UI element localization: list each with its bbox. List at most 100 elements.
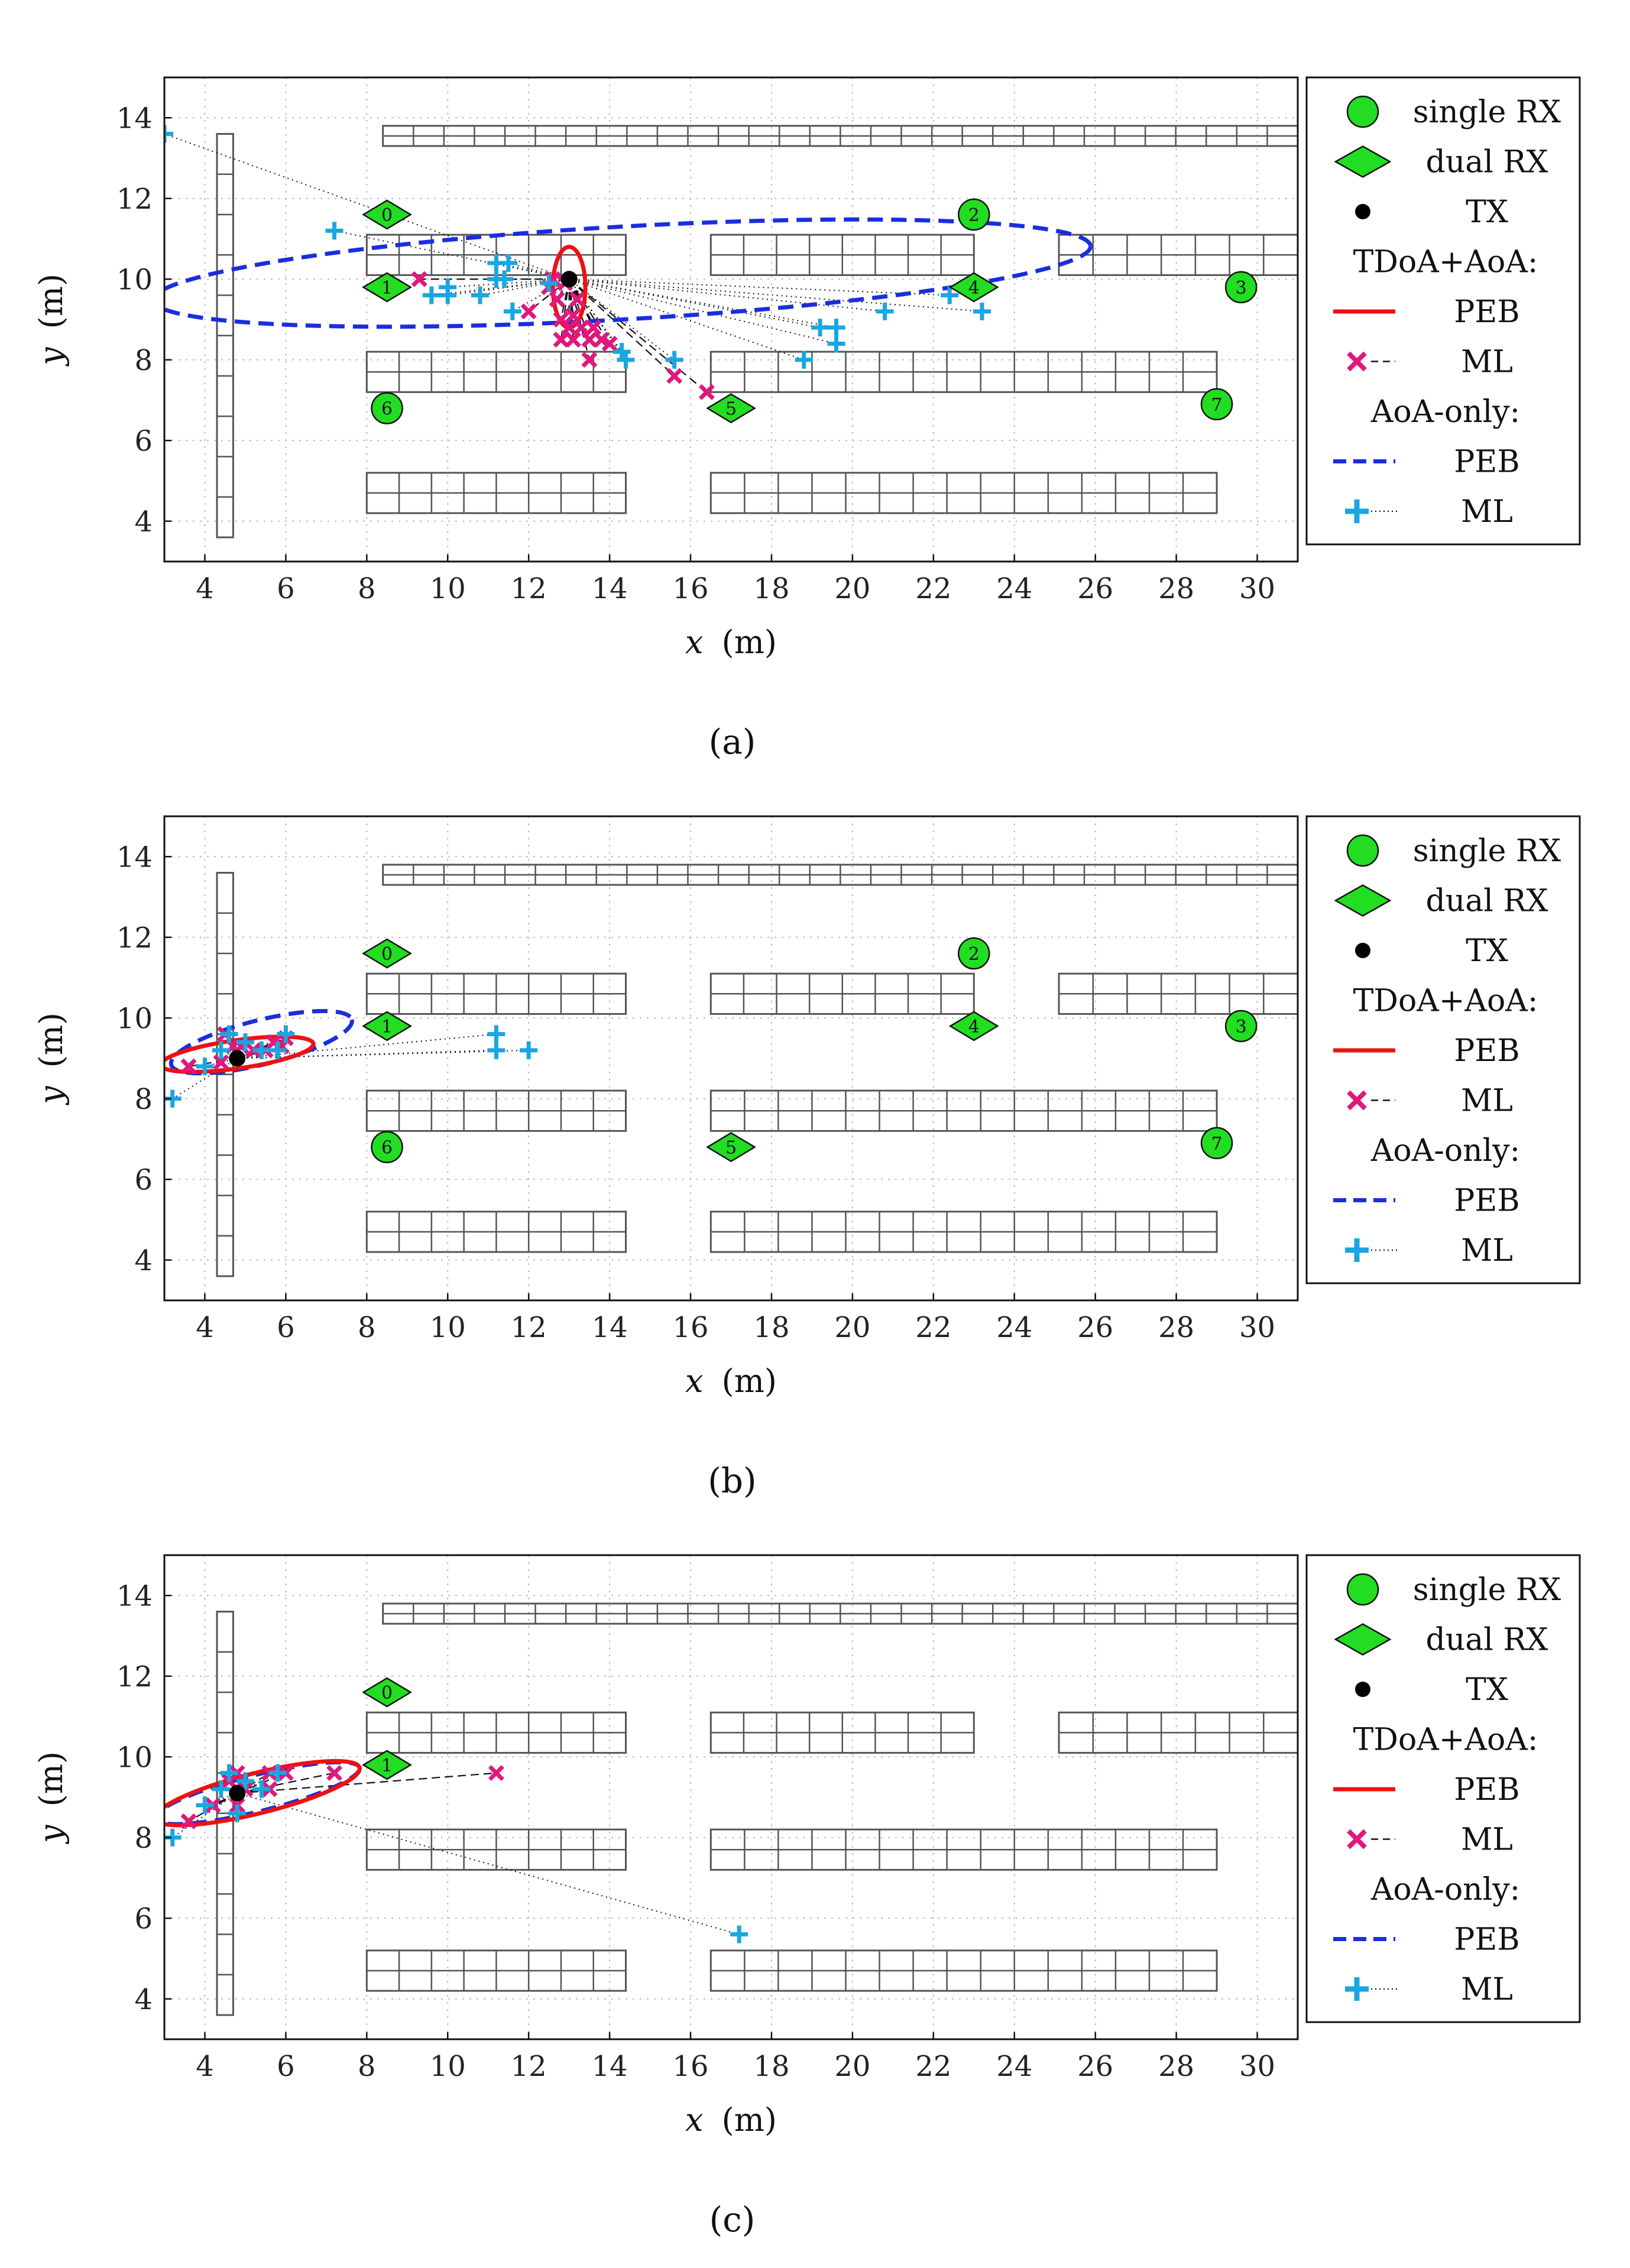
aoa-ml-marker: [252, 1041, 271, 1059]
x-tick-label: 24: [996, 1311, 1032, 1344]
y-tick-label: 6: [134, 1902, 153, 1935]
x-tick-label: 20: [834, 2050, 870, 2083]
x-tick-label: 18: [753, 572, 789, 605]
aoa-ml-marker: [196, 1796, 214, 1815]
dual-rx-marker: [362, 272, 412, 303]
x-tick-label: 28: [1158, 2050, 1194, 2083]
dual-rx-label: 4: [968, 1017, 980, 1037]
aoa-ml-marker: [268, 1764, 287, 1782]
grid-c: [164, 1555, 1298, 2039]
x-tick-label: 12: [511, 1311, 547, 1344]
x-axis-label-b: x (m): [685, 1362, 777, 1400]
y-tick-label: 14: [116, 1579, 153, 1612]
aoa-ml-marker: [325, 222, 344, 240]
y-tick-label: 12: [116, 1660, 153, 1693]
single-rx-label: 7: [1211, 395, 1223, 416]
aoa-ml-marker: [228, 1804, 247, 1822]
aoa-ml-marker: [277, 1025, 295, 1043]
legend-single_rx-label: single RX: [1413, 833, 1561, 869]
single-rx-label: 2: [968, 205, 980, 226]
aoa-ml-marker: [876, 302, 894, 320]
single-rx-marker: [1200, 388, 1233, 421]
single-rx-label: 6: [381, 399, 393, 420]
aoa-ml-link: [164, 133, 569, 280]
x-tick-label: 18: [753, 2050, 789, 2083]
plot-frame-a: [163, 76, 1299, 563]
aoa-ml-marker: [665, 351, 683, 369]
dual-rx-marker: [362, 938, 412, 969]
aoa-ml-marker: [811, 319, 829, 337]
aoa-ml-link: [569, 278, 983, 312]
x-tick-label: 4: [196, 572, 214, 605]
aoa-ml-marker: [220, 1764, 238, 1782]
panel-b: 236 701 45 4 6 8 10 12 14 16 18 20 22 24 26 28 30468101…: [33, 815, 1581, 1501]
x-tick-label: 26: [1077, 1311, 1113, 1344]
tdoa-ml-marker: [549, 291, 565, 307]
legend-tx-label: TX: [1466, 194, 1508, 230]
aoa-ml-marker: [795, 351, 813, 369]
x-tick-label: 24: [996, 572, 1032, 605]
dual-rx-marker: [362, 1750, 412, 1780]
y-axis-label-a: y (m): [33, 274, 70, 366]
single-rx-marker: [958, 198, 990, 231]
caption-b: (b): [708, 1461, 756, 1501]
tdoa-ml-marker: [561, 319, 578, 336]
single-rx-marker: [371, 1131, 403, 1163]
legend-tdoa_peb-label: PEB: [1454, 1772, 1519, 1808]
x-tick-label: 12: [511, 2050, 547, 2083]
tdoa-ml-stroke: [326, 1765, 343, 1782]
legend-aoa_peb-label: PEB: [1454, 1183, 1519, 1219]
x-tick-label: 8: [358, 1311, 376, 1344]
tdoa-ml-stroke: [573, 319, 589, 336]
aoa-ml-marker: [212, 1780, 230, 1798]
x-tick-label: 18: [753, 1311, 789, 1344]
aoa-ml-marker: [503, 302, 521, 320]
legend-tdoa_aoa_header: TDoA+AoA:: [1353, 1722, 1538, 1758]
x-tick-label: 30: [1239, 572, 1275, 605]
aoa-ml-marker: [973, 302, 991, 320]
single-rx-marker: [1224, 271, 1258, 304]
x-tick-label: 20: [834, 1311, 870, 1344]
legend-dual-rx-swatch: [1334, 884, 1392, 917]
x-tick-label: 16: [672, 572, 708, 605]
dual-rx-marker: [948, 1011, 999, 1041]
dual-rx-label: 0: [381, 944, 393, 965]
tdoa-ml-stroke: [585, 319, 602, 336]
tdoa-ml-link: [560, 279, 570, 340]
data-a: 2 3 6 7 0 1 4 5: [164, 125, 1258, 424]
aoa-ml-marker: [487, 1025, 505, 1043]
y-tick-label: 4: [134, 1244, 153, 1277]
aoa-ml-link: [236, 1792, 740, 1935]
tdoa-ml-marker: [488, 1765, 504, 1782]
dual-rx-label: 4: [968, 278, 980, 298]
dual-rx-label: 1: [381, 1756, 393, 1776]
aoa-ml-marker: [164, 125, 173, 143]
single-rx-label: 6: [381, 1138, 393, 1159]
shelves-c: [216, 1602, 1298, 2016]
tdoa-ml-marker: [585, 319, 602, 336]
aoa-ml-marker: [439, 286, 457, 304]
x-tick-label: 12: [511, 572, 547, 605]
x-tick-label: 24: [996, 2050, 1032, 2083]
grid-b: [164, 816, 1298, 1300]
y-tick-label: 4: [134, 505, 153, 538]
single-rx-label: 3: [1236, 1017, 1247, 1037]
x-tick-label: 30: [1239, 1311, 1275, 1344]
tdoa-ml-marker: [593, 332, 610, 348]
aoa-ml-marker: [212, 1041, 230, 1059]
single-rx-label: 2: [968, 944, 980, 965]
legend-tdoa-ml-swatch: [1347, 1090, 1367, 1111]
y-tick-label: 8: [134, 1822, 153, 1855]
legend-tdoa_ml-label: ML: [1461, 1822, 1513, 1858]
legend-single-rx-swatch: [1346, 834, 1379, 867]
aoa-ml-link: [334, 230, 569, 280]
tdoa-ml-marker: [553, 332, 569, 348]
plot-frame-b: [163, 815, 1299, 1302]
tdoa-ml-stroke: [553, 312, 569, 327]
x-tick-label: 20: [834, 572, 870, 605]
legend-tdoa-ml-swatch: [1347, 351, 1367, 372]
aoa-ml-link: [569, 278, 950, 296]
x-tick-label: 26: [1077, 572, 1113, 605]
tdoa-ml-marker: [581, 332, 598, 348]
